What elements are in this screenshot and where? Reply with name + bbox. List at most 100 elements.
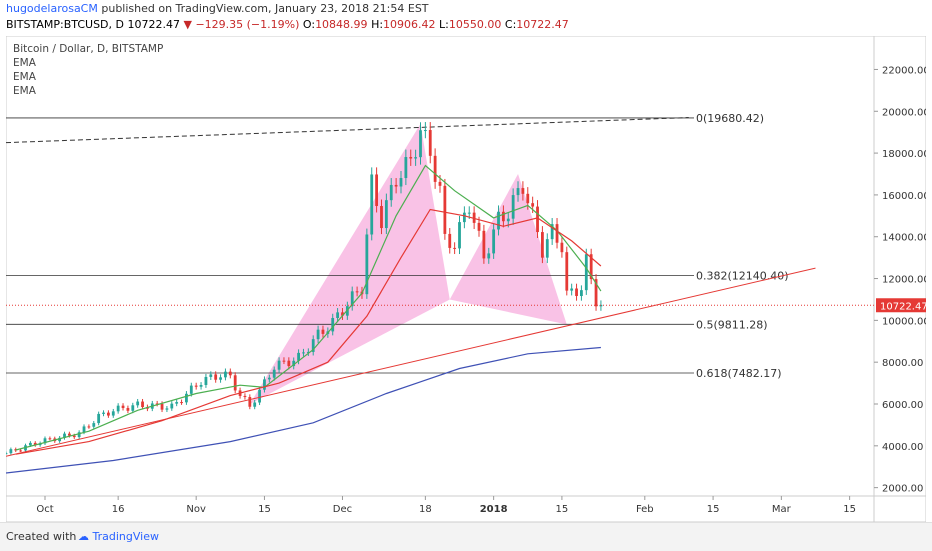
candle-body bbox=[341, 312, 344, 316]
price-tick-label: 14000.00 bbox=[882, 233, 926, 244]
price-change: ▼ −129.35 (−1.19%) bbox=[183, 18, 300, 31]
candle-body bbox=[536, 206, 539, 233]
candle-body bbox=[370, 174, 374, 235]
candle-body bbox=[555, 224, 559, 243]
candle-body bbox=[501, 211, 505, 222]
candle-body bbox=[492, 229, 496, 254]
candle-body bbox=[482, 230, 486, 259]
candle-body bbox=[258, 389, 261, 403]
candle-body bbox=[292, 360, 296, 367]
candle-body bbox=[224, 371, 227, 378]
publish-text: published on TradingView.com, January 23… bbox=[101, 2, 429, 15]
candle-body bbox=[160, 403, 164, 410]
candle-body bbox=[82, 426, 86, 433]
time-tick-label: Feb bbox=[636, 504, 654, 515]
last-price: 10722.47 bbox=[127, 18, 180, 31]
time-tick-label: 15 bbox=[556, 504, 569, 515]
legend-ema-1[interactable]: EMA bbox=[13, 57, 36, 69]
candle-body bbox=[375, 174, 379, 207]
chart-header: hugodelarosaCM published on TradingView.… bbox=[0, 0, 932, 36]
candle-body bbox=[365, 234, 369, 295]
candle-body bbox=[131, 405, 135, 411]
candle-body bbox=[282, 360, 286, 362]
candle-body bbox=[175, 402, 179, 404]
legend-ema-3[interactable]: EMA bbox=[13, 85, 36, 97]
time-tick-label: Dec bbox=[333, 504, 352, 515]
candle-body bbox=[321, 329, 325, 334]
time-tick-label: Nov bbox=[186, 504, 206, 515]
fib-level-label: 0.618(7482.17) bbox=[696, 367, 782, 380]
candle-body bbox=[43, 438, 47, 444]
candle-body bbox=[438, 181, 442, 186]
harmonic-pattern-triangle bbox=[249, 123, 450, 405]
candle-body bbox=[414, 157, 418, 159]
tradingview-brand: TradingView bbox=[92, 530, 159, 543]
candle-body bbox=[584, 254, 588, 291]
candle-body bbox=[214, 374, 218, 380]
price-tick-label: 20000.00 bbox=[882, 107, 926, 118]
candle-body bbox=[389, 184, 393, 201]
candle-body bbox=[467, 212, 471, 214]
price-tick-label: 16000.00 bbox=[882, 191, 926, 202]
candle-body bbox=[399, 178, 403, 187]
time-tick-label: 15 bbox=[258, 504, 271, 515]
candle-body bbox=[297, 352, 300, 361]
candle-body bbox=[580, 290, 583, 297]
candle-body bbox=[9, 449, 13, 454]
footer-bar: Created with ☁ TradingView bbox=[0, 522, 932, 551]
candle-body bbox=[67, 433, 71, 436]
price-tick-label: 22000.00 bbox=[882, 65, 926, 76]
price-tick-label: 12000.00 bbox=[882, 275, 926, 286]
candle-body bbox=[72, 435, 76, 438]
candle-body bbox=[443, 185, 447, 234]
candle-body bbox=[136, 401, 140, 406]
candle-body bbox=[311, 339, 315, 352]
harmonic-pattern-triangle bbox=[449, 174, 567, 325]
open-value: 10848.99 bbox=[315, 18, 368, 31]
candle-body bbox=[48, 438, 52, 440]
candle-body bbox=[87, 426, 91, 428]
candle-body bbox=[541, 232, 544, 258]
candle-body bbox=[521, 188, 525, 194]
price-tick-label: 8000.00 bbox=[882, 358, 923, 369]
candle-body bbox=[487, 253, 491, 259]
time-tick-label: 15 bbox=[707, 504, 720, 515]
candle-body bbox=[253, 402, 257, 407]
candle-body bbox=[336, 312, 339, 318]
candle-body bbox=[594, 279, 598, 307]
low-value: 10550.00 bbox=[448, 18, 502, 31]
candle-body bbox=[28, 442, 32, 446]
candle-body bbox=[516, 188, 520, 196]
candle-body bbox=[570, 288, 574, 291]
ema-fast-line bbox=[15, 164, 602, 451]
author-link[interactable]: hugodelarosaCM bbox=[6, 2, 98, 15]
high-value: 10906.42 bbox=[383, 18, 436, 31]
price-tick-label: 4000.00 bbox=[882, 442, 923, 453]
candle-body bbox=[209, 374, 213, 377]
candle-body bbox=[263, 379, 266, 390]
candle-body bbox=[355, 291, 359, 293]
price-chart[interactable]: 2000.00 4000.00 6000.00 8000.00 10000.00 1200… bbox=[6, 36, 926, 522]
candle-body bbox=[423, 130, 427, 132]
candle-body bbox=[155, 403, 159, 405]
candle-body bbox=[92, 423, 96, 427]
candle-body bbox=[511, 195, 515, 219]
price-tick-label: 2000.00 bbox=[882, 484, 923, 495]
candle-body bbox=[194, 385, 198, 387]
low-label: L: bbox=[439, 18, 449, 31]
candle-body bbox=[384, 200, 388, 229]
candle-body bbox=[506, 218, 510, 222]
fib-level-label: 0.5(9811.28) bbox=[696, 318, 768, 331]
candle-body bbox=[219, 377, 222, 380]
candle-body bbox=[180, 402, 183, 404]
time-tick-label: 16 bbox=[112, 504, 125, 515]
legend-ema-2[interactable]: EMA bbox=[13, 71, 36, 83]
publish-info: hugodelarosaCM published on TradingView.… bbox=[6, 2, 429, 15]
candle-body bbox=[419, 130, 422, 158]
open-label: O: bbox=[302, 18, 316, 31]
candle-body bbox=[380, 206, 383, 229]
tradingview-logo-icon[interactable]: ☁ TradingView bbox=[78, 530, 159, 543]
candle-body bbox=[6, 453, 8, 455]
high-label: H: bbox=[371, 18, 384, 31]
candle-body bbox=[565, 252, 569, 291]
